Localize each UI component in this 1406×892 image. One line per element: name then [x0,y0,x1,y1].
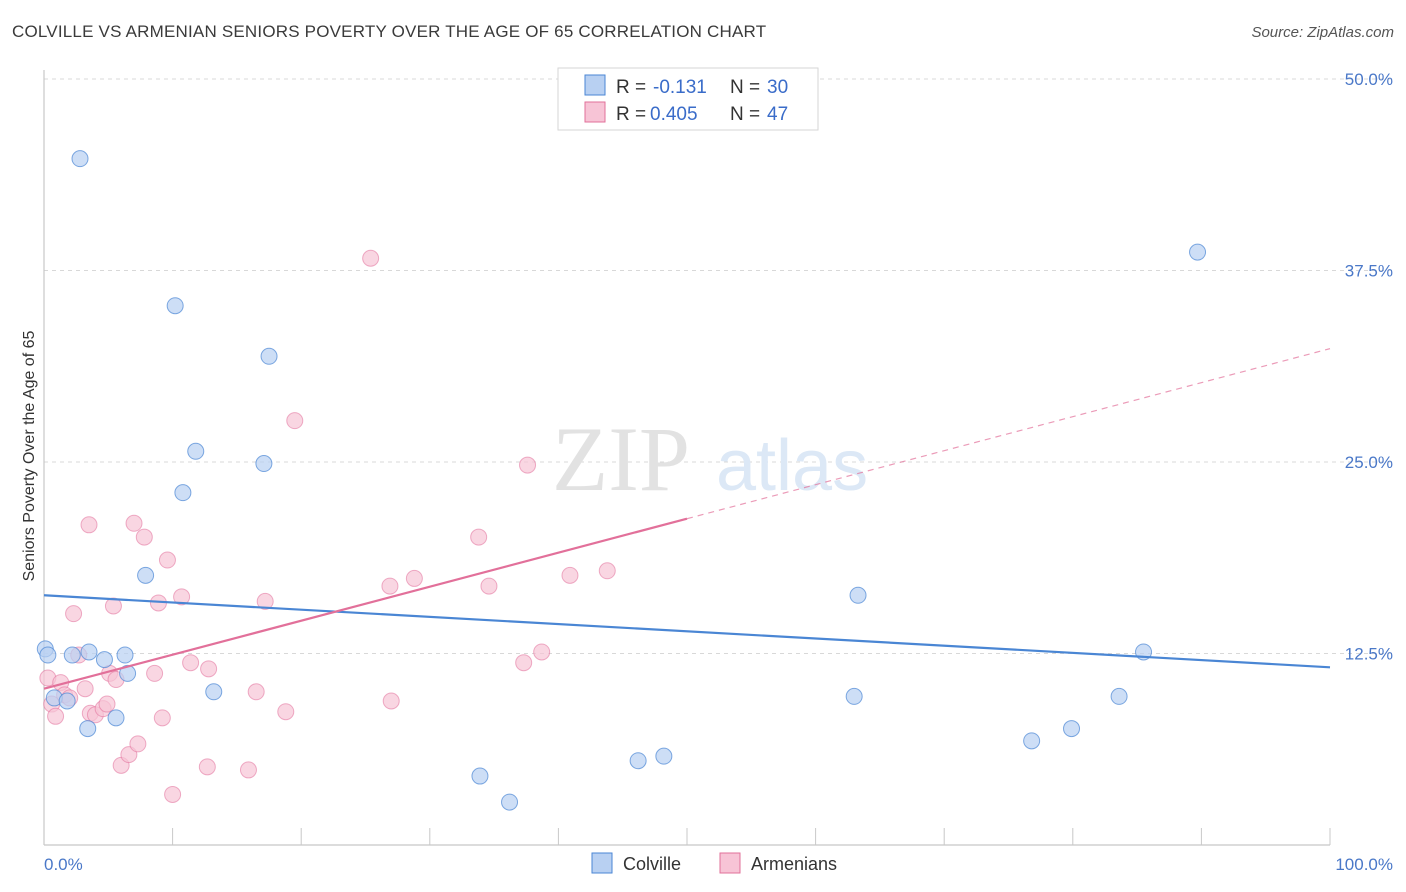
armenians-point-44 [533,643,551,661]
series-colville-points [36,150,1207,811]
armenians-point-45 [561,566,579,584]
armenians-point-31 [239,761,257,779]
chart-title: COLVILLE VS ARMENIAN SENIORS POVERTY OVE… [12,22,767,41]
colville-point-8 [95,651,113,669]
x-tick-label-min: 0.0% [44,855,83,874]
armenians-point-8 [76,680,94,698]
colville-point-17 [255,455,273,473]
y-tick-label-1: 25.0% [1345,453,1393,472]
colville-point-15 [187,442,205,460]
colville-point-16 [205,683,223,701]
armenians-point-22 [146,664,164,682]
colville-point-5 [63,646,81,664]
legend-bottom-swatch-armenians [719,852,741,874]
y-axis-title: Seniors Poverty Over the Age of 65 [21,331,38,582]
legend-r-value-colville: -0.131 [653,77,707,98]
colville-point-24 [845,687,863,705]
legend-n-value-colville: 30 [767,77,788,98]
legend-n-value-armenians: 47 [767,104,788,125]
armenians-point-24 [153,709,171,727]
colville-point-11 [119,664,137,682]
armenians-trend-line-solid [43,517,688,690]
colville-point-18 [260,347,278,365]
armenians-point-6 [65,605,83,623]
armenians-point-26 [164,785,182,803]
colville-point-19 [471,767,489,785]
armenians-point-37 [381,577,399,595]
colville-point-25 [1023,732,1041,750]
armenians-point-38 [382,692,400,710]
armenians-point-21 [135,528,153,546]
legend-n-label-colville: N = [730,77,760,98]
colville-point-4 [58,692,76,710]
colville-point-14 [174,484,192,502]
colville-point-7 [79,720,97,738]
armenians-point-30 [198,758,216,776]
y-tick-label-0: 12.5% [1345,645,1393,664]
series-armenians-points [39,249,616,803]
armenians-point-42 [515,654,533,672]
armenians-point-46 [598,562,616,580]
legend-bottom: Colville Armenians [591,852,837,874]
legend-top: R = -0.131 N = 30 R = 0.405 N = 47 [557,67,819,131]
armenians-point-41 [480,577,498,595]
armenians-point-19 [125,514,143,532]
colville-point-2 [71,150,89,168]
y-tick-labels: 12.5% 25.0% 37.5% 50.0% [1345,70,1393,664]
colville-point-10 [116,646,134,664]
colville-trend-line [43,594,1331,669]
armenians-point-34 [277,703,295,721]
armenians-point-40 [470,528,488,546]
armenians-point-10 [80,516,98,534]
legend-r-label-armenians: R = [616,104,646,125]
armenians-point-20 [129,735,147,753]
colville-point-28 [1110,687,1128,705]
armenians-point-35 [286,412,304,430]
colville-point-23 [849,586,867,604]
armenians-point-36 [362,249,380,267]
legend-swatch-colville [584,74,606,96]
legend-bottom-label-colville: Colville [623,854,681,874]
armenians-point-28 [182,654,200,672]
gridlines [44,78,1393,654]
armenians-point-15 [104,597,122,615]
armenians-point-33 [256,592,274,610]
legend-bottom-swatch-colville [591,852,613,874]
colville-point-22 [655,747,673,765]
chart-source: Source: ZipAtlas.com [1251,24,1394,41]
x-tick-marks [43,828,1331,845]
armenians-point-29 [200,660,218,678]
colville-point-1 [39,646,57,664]
armenians-point-2 [47,707,65,725]
armenians-point-25 [158,551,176,569]
armenians-trend-line-dashed [686,348,1331,520]
trend-lines [43,348,1331,690]
armenians-point-39 [405,569,423,587]
colville-point-13 [166,297,184,315]
colville-point-21 [629,752,647,770]
watermark-zip: ZIP [552,408,690,510]
colville-point-20 [501,793,519,811]
armenians-point-13 [98,695,116,713]
colville-point-6 [80,643,98,661]
armenians-point-27 [173,588,191,606]
legend-r-label-colville: R = [616,77,646,98]
armenians-point-32 [247,683,265,701]
colville-point-27 [1189,243,1207,261]
colville-point-26 [1063,720,1081,738]
legend-r-value-armenians: 0.405 [650,104,698,125]
y-tick-label-2: 37.5% [1345,262,1393,281]
legend-bottom-label-armenians: Armenians [751,854,837,874]
watermark-atlas: atlas [716,426,868,506]
x-tick-label-max: 100.0% [1335,855,1393,874]
y-tick-label-3: 50.0% [1345,70,1393,89]
legend-n-label-armenians: N = [730,104,760,125]
armenians-point-43 [519,456,537,474]
legend-swatch-armenians [584,101,606,123]
colville-point-9 [107,709,125,727]
colville-point-12 [137,566,155,584]
